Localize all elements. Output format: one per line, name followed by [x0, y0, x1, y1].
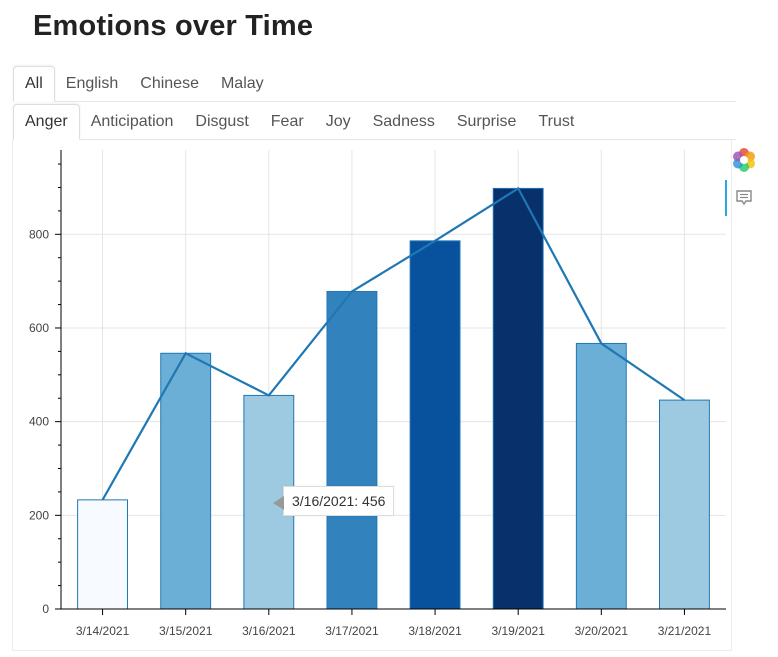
tab-disgust[interactable]: Disgust — [195, 113, 249, 130]
x-tick-label: 3/15/2021 — [159, 624, 213, 638]
x-tick-label: 3/20/2021 — [575, 624, 629, 638]
x-tick-label: 3/14/2021 — [76, 624, 130, 638]
x-tick-label: 3/19/2021 — [491, 624, 545, 638]
x-tick-label: 3/17/2021 — [325, 624, 379, 638]
bar-3/21/2021 — [659, 399, 710, 610]
y-tick-label: 600 — [29, 321, 49, 335]
tab-sadness[interactable]: Sadness — [372, 113, 435, 130]
tab-anger[interactable]: Anger — [13, 104, 80, 140]
bar-3/19/2021 — [492, 187, 544, 610]
x-tick-label: 3/21/2021 — [658, 624, 712, 638]
emotion-tabs: Anger Anticipation Disgust Fear Joy Sadness Su… — [13, 104, 736, 140]
plot-frame — [12, 140, 732, 651]
tab-joy[interactable]: Joy — [325, 113, 351, 130]
tab-trust[interactable]: Trust — [538, 113, 575, 130]
bar-3/14/2021 — [77, 499, 128, 610]
tab-english[interactable]: English — [65, 75, 119, 92]
hover-tooltip: 3/16/2021: 456 — [272, 486, 395, 516]
y-tick-label: 200 — [29, 508, 49, 522]
hover-tool-icon[interactable] — [734, 188, 754, 208]
trend-line — [101, 186, 686, 501]
y-tick-label: 800 — [29, 227, 49, 241]
active-tool-indicator — [725, 180, 727, 216]
tab-surprise[interactable]: Surprise — [456, 113, 517, 130]
bar-3/18/2021 — [409, 240, 461, 610]
bar-3/20/2021 — [575, 342, 627, 610]
x-tick-label: 3/18/2021 — [408, 624, 462, 638]
tab-chinese[interactable]: Chinese — [140, 75, 199, 92]
page-title: Emotions over Time — [33, 10, 314, 42]
language-tabs: All English Chinese Malay — [13, 66, 736, 102]
tab-all[interactable]: All — [13, 66, 55, 102]
bar-3/15/2021 — [160, 352, 212, 610]
y-tick-label: 0 — [42, 602, 49, 616]
tab-anticipation[interactable]: Anticipation — [90, 113, 174, 130]
bar-3/17/2021 — [326, 290, 378, 610]
y-tick-label: 400 — [29, 415, 49, 429]
x-tick-label: 3/16/2021 — [242, 624, 296, 638]
tab-malay[interactable]: Malay — [220, 75, 264, 92]
bokeh-logo-icon[interactable] — [732, 148, 756, 172]
tab-fear[interactable]: Fear — [270, 113, 304, 130]
